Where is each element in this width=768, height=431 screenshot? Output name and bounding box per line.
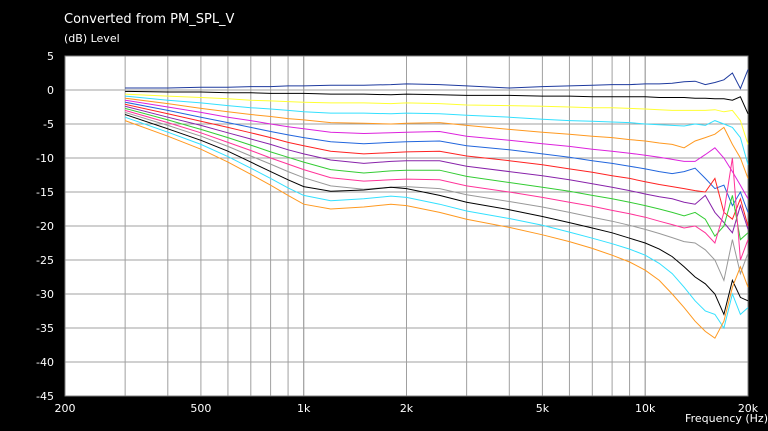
- y-tick-label: -25: [36, 254, 54, 267]
- series-line-9: [124, 105, 749, 234]
- y-tick-label: -5: [43, 118, 54, 131]
- series-line-10: [124, 107, 749, 241]
- x-tick-label: 5k: [536, 402, 550, 415]
- series-line-4: [125, 95, 749, 165]
- y-axis-label: (dB) Level: [64, 32, 120, 45]
- y-tick-label: -20: [36, 220, 54, 233]
- series-line-1: [125, 69, 749, 90]
- x-tick-label: 10k: [635, 402, 656, 415]
- chart-title: Converted from PM_SPL_V: [64, 12, 235, 27]
- y-tick-label: 5: [47, 50, 54, 63]
- series-line-15: [124, 120, 749, 339]
- x-tick-label: 2k: [400, 402, 414, 415]
- series-line-8: [124, 103, 749, 227]
- series-line-6: [125, 99, 749, 200]
- series-line-14: [124, 116, 749, 330]
- series-line-2: [125, 90, 749, 115]
- series-line-13: [124, 114, 749, 316]
- y-tick-label: -40: [36, 356, 54, 369]
- series-line-3: [125, 93, 749, 145]
- y-tick-label: -15: [36, 186, 54, 199]
- x-axis-label: Frequency (Hz): [685, 412, 768, 425]
- y-tick-label: 0: [47, 84, 54, 97]
- x-tick-label: 20k: [738, 402, 759, 415]
- x-tick-label: 200: [55, 402, 76, 415]
- x-axis-tick-labels: 200 500 1k 2k 5k 10k 20k: [55, 402, 759, 415]
- series-line-12: [124, 111, 749, 283]
- y-tick-label: -45: [36, 390, 54, 403]
- series-line-5: [125, 97, 749, 179]
- x-tick-label: 1k: [297, 402, 311, 415]
- y-tick-label: -35: [36, 322, 54, 335]
- y-tick-label: -30: [36, 288, 54, 301]
- x-tick-label: 500: [190, 402, 211, 415]
- y-tick-label: -10: [36, 152, 54, 165]
- series-line-7: [125, 101, 749, 213]
- series-line-11: [124, 109, 749, 261]
- y-axis-tick-labels: 5 0 -5 -10 -15 -20 -25 -30 -35 -40 -45: [36, 50, 54, 403]
- series-lines: [124, 69, 749, 339]
